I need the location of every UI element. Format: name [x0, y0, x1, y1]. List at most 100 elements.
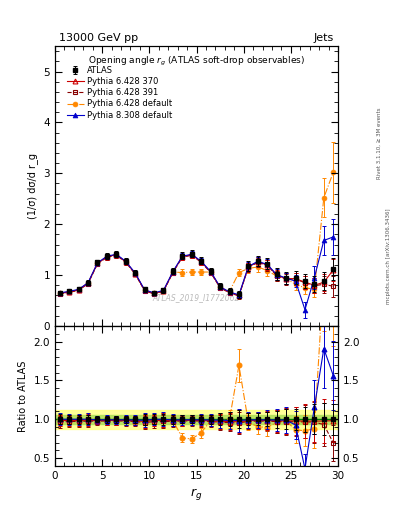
X-axis label: $r_g$: $r_g$ [190, 486, 203, 502]
Pythia 8.308 default [237, 292, 241, 298]
Line: Pythia 8.308 default: Pythia 8.308 default [57, 234, 336, 312]
Pythia 6.428 370 [95, 260, 100, 266]
Pythia 6.428 370 [123, 259, 128, 265]
Pythia 6.428 default [67, 289, 72, 295]
Pythia 6.428 default [161, 288, 166, 294]
Pythia 6.428 370 [114, 252, 119, 258]
Pythia 6.428 370 [105, 253, 109, 260]
Pythia 6.428 default [105, 253, 109, 260]
Pythia 8.308 default [265, 261, 270, 267]
Pythia 6.428 391 [105, 254, 109, 260]
Pythia 6.428 391 [237, 293, 241, 299]
Pythia 8.308 default [95, 260, 100, 266]
Pythia 6.428 370 [199, 259, 204, 265]
Pythia 6.428 391 [161, 288, 166, 294]
Pythia 6.428 391 [265, 262, 270, 268]
Pythia 6.428 391 [180, 254, 185, 260]
Pythia 8.308 default [86, 280, 90, 286]
Pythia 6.428 391 [142, 288, 147, 294]
Pythia 6.428 default [331, 169, 336, 175]
Pythia 6.428 default [303, 285, 307, 291]
Pythia 6.428 391 [284, 276, 288, 282]
Pythia 6.428 370 [284, 275, 288, 282]
Pythia 6.428 391 [199, 259, 204, 265]
Line: Pythia 6.428 370: Pythia 6.428 370 [57, 252, 336, 298]
Pythia 6.428 370 [246, 264, 251, 270]
Pythia 6.428 370 [227, 289, 232, 295]
Pythia 6.428 default [246, 265, 251, 271]
Pythia 8.308 default [227, 289, 232, 295]
Y-axis label: (1/σ) dσ/d r_g: (1/σ) dσ/d r_g [27, 153, 38, 219]
Pythia 6.428 default [293, 281, 298, 287]
Pythia 6.428 default [86, 280, 90, 286]
Text: Opening angle $r_g$ (ATLAS soft-drop observables): Opening angle $r_g$ (ATLAS soft-drop obs… [88, 54, 305, 68]
Pythia 6.428 370 [161, 288, 166, 294]
Pythia 6.428 370 [189, 252, 194, 258]
Pythia 8.308 default [199, 258, 204, 264]
Pythia 6.428 default [321, 195, 326, 201]
Pythia 6.428 391 [321, 281, 326, 287]
Pythia 6.428 370 [76, 287, 81, 293]
Pythia 8.308 default [246, 263, 251, 269]
Pythia 8.308 default [114, 251, 119, 258]
Pythia 6.428 default [227, 288, 232, 294]
Pythia 6.428 default [312, 286, 317, 292]
Pythia 6.428 370 [133, 270, 138, 276]
Pythia 6.428 370 [255, 259, 260, 265]
Pythia 6.428 370 [152, 290, 156, 296]
Pythia 8.308 default [161, 287, 166, 293]
Pythia 8.308 default [312, 274, 317, 281]
Pythia 6.428 391 [331, 283, 336, 289]
Pythia 8.308 default [105, 253, 109, 259]
Pythia 8.308 default [67, 288, 72, 294]
Pythia 6.428 391 [227, 290, 232, 296]
Bar [55, 415, 338, 424]
Pythia 6.428 370 [265, 262, 270, 268]
Pythia 8.308 default [171, 268, 175, 274]
Text: ATLAS_2019_I1772062: ATLAS_2019_I1772062 [153, 293, 240, 303]
Pythia 6.428 370 [303, 279, 307, 285]
Pythia 8.308 default [189, 251, 194, 258]
Pythia 6.428 391 [67, 289, 72, 295]
Pythia 6.428 370 [274, 272, 279, 278]
Text: Jets: Jets [314, 33, 334, 44]
Pythia 6.428 default [114, 252, 119, 258]
Pythia 6.428 default [237, 269, 241, 275]
Pythia 6.428 default [284, 275, 288, 282]
Pythia 8.308 default [303, 307, 307, 313]
Pythia 6.428 391 [171, 269, 175, 275]
Pythia 6.428 default [265, 267, 270, 273]
Legend: ATLAS, Pythia 6.428 370, Pythia 6.428 391, Pythia 6.428 default, Pythia 8.308 de: ATLAS, Pythia 6.428 370, Pythia 6.428 39… [64, 63, 175, 123]
Pythia 6.428 391 [312, 283, 317, 289]
Pythia 6.428 391 [76, 287, 81, 293]
Pythia 8.308 default [123, 258, 128, 264]
Pythia 8.308 default [321, 238, 326, 244]
Pythia 6.428 default [95, 260, 100, 266]
Pythia 6.428 391 [86, 281, 90, 287]
Pythia 6.428 391 [293, 276, 298, 282]
Pythia 6.428 370 [321, 279, 326, 285]
Pythia 6.428 default [218, 284, 222, 290]
Pythia 8.308 default [284, 275, 288, 281]
Pythia 8.308 default [331, 234, 336, 240]
Bar [55, 410, 338, 429]
Y-axis label: Ratio to ATLAS: Ratio to ATLAS [18, 360, 28, 432]
Text: 13000 GeV pp: 13000 GeV pp [59, 33, 138, 44]
Pythia 6.428 391 [133, 271, 138, 277]
Pythia 6.428 default [57, 290, 62, 296]
Pythia 6.428 default [76, 287, 81, 293]
Pythia 8.308 default [76, 286, 81, 292]
Pythia 8.308 default [133, 270, 138, 276]
Pythia 6.428 370 [142, 287, 147, 293]
Pythia 8.308 default [142, 287, 147, 293]
Pythia 6.428 default [255, 264, 260, 270]
Pythia 8.308 default [208, 268, 213, 274]
Pythia 6.428 391 [246, 264, 251, 270]
Pythia 8.308 default [57, 290, 62, 296]
Pythia 6.428 370 [331, 267, 336, 273]
Pythia 6.428 391 [208, 269, 213, 275]
Pythia 8.308 default [180, 253, 185, 259]
Pythia 6.428 391 [218, 285, 222, 291]
Pythia 6.428 370 [67, 289, 72, 295]
Pythia 8.308 default [293, 278, 298, 284]
